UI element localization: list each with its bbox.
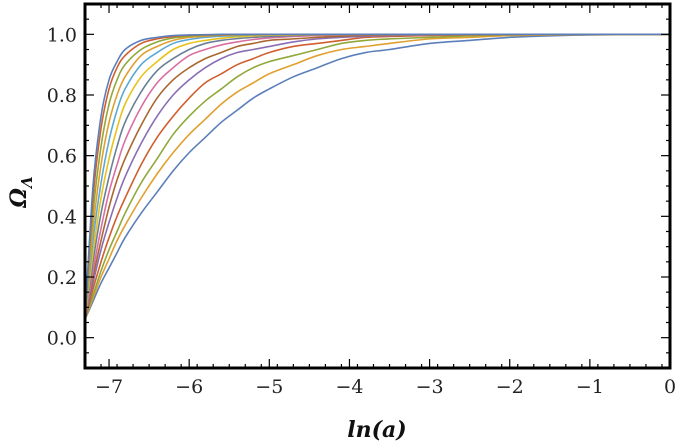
x-axis-title: ln(a) bbox=[347, 417, 406, 443]
y-tick-label: 1.0 bbox=[47, 24, 77, 46]
y-tick-label: 0.0 bbox=[47, 328, 77, 350]
series-line-14 bbox=[85, 33, 670, 320]
series-group bbox=[85, 33, 670, 320]
x-tick-label: −3 bbox=[416, 376, 444, 398]
tick-labels-group: −7 −6 −5 −4 −3 −2 −1 0 0.0 0.2 0.4 0.6 0.8 1.0 bbox=[47, 24, 676, 398]
y-axis-title: ΩΛ bbox=[6, 176, 36, 208]
y-axis-title-sub: Λ bbox=[18, 176, 36, 190]
x-tick-label: −2 bbox=[496, 376, 524, 398]
x-tick-label: −1 bbox=[576, 376, 604, 398]
y-tick-label: 0.6 bbox=[47, 146, 77, 168]
x-tick-label: 0 bbox=[664, 376, 676, 398]
series-line-1 bbox=[85, 33, 670, 320]
series-line-2 bbox=[85, 33, 670, 320]
plot-background bbox=[85, 4, 670, 368]
y-tick-label: 0.4 bbox=[47, 206, 77, 228]
x-tick-label: −7 bbox=[95, 376, 123, 398]
series-line-3 bbox=[85, 33, 670, 320]
y-tick-label: 0.2 bbox=[47, 267, 77, 289]
ticks-group bbox=[84, 4, 671, 368]
y-axis-title-main: Ω bbox=[6, 188, 32, 209]
x-tick-label: −5 bbox=[255, 376, 283, 398]
y-tick-label: 0.8 bbox=[47, 85, 77, 107]
x-tick-label: −6 bbox=[175, 376, 203, 398]
x-tick-label: −4 bbox=[335, 376, 363, 398]
